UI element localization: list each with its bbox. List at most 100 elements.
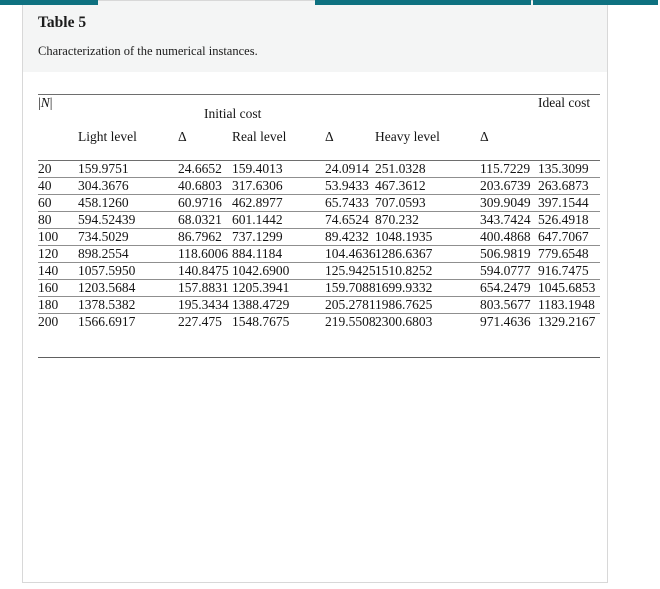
table-cell: 1286.6367 [375,246,433,261]
row-size-cell: 200 [38,314,59,329]
table-cell: 647.7067 [538,229,589,244]
row-size-cell: 40 [38,178,52,193]
table-cell: 118.6006 [178,246,229,261]
table-cell: 140.8475 [178,263,229,278]
table-cell: 397.1544 [538,195,589,210]
table-cell: 159.4013 [232,161,283,176]
table-row: 160 1203.5684 157.8831 1205.3941 159.7088 169… [38,280,600,297]
column-header-delta-1: Δ [178,129,187,144]
table-cell: 24.0914 [325,161,369,176]
table-cell: 343.7424 [480,212,531,227]
row-size-cell: 180 [38,297,59,312]
table-cell: 654.2479 [480,280,531,295]
table-cell: 1378.5382 [78,297,136,312]
table-cell: 60.9716 [178,195,222,210]
column-group-header-initial-cost: Initial cost [204,106,262,121]
table-row: 200 1566.6917 227.475 1548.7675 219.5508 2300… [38,314,600,358]
table-cell: 707.0593 [375,195,426,210]
header-spacer [78,95,178,123]
table-cell: 779.6548 [538,246,589,261]
table-cell: 594.52439 [78,212,136,227]
table-card-header: Table 5 Characterization of the numerica… [23,1,607,72]
table-cell: 125.9425 [325,263,376,278]
table-cell: 157.8831 [178,280,229,295]
table-cell: 24.6652 [178,161,222,176]
column-header-real-level: Real level [232,129,287,144]
table-cell: 65.7433 [325,195,369,210]
table-cell: 1548.7675 [232,314,290,329]
table-cell: 467.3612 [375,178,426,193]
table-cell: 526.4918 [538,212,589,227]
table-cell: 1205.3941 [232,280,290,295]
table-cell: 1057.5950 [78,263,136,278]
table-cell: 205.2781 [325,297,376,312]
table-cell: 74.6524 [325,212,369,227]
table-row: 180 1378.5382 195.3434 1388.4729 205.2781 198… [38,297,600,314]
header-spacer [375,95,480,123]
table-row: 40 304.3676 40.6803 317.6306 53.9433 467.3612… [38,178,600,195]
table-cell: 1203.5684 [78,280,136,295]
table-cell: 263.6873 [538,178,589,193]
table-cell: 737.1299 [232,229,283,244]
table-cell: 40.6803 [178,178,222,193]
table-cell: 601.1442 [232,212,283,227]
table-row: 80 594.52439 68.0321 601.1442 74.6524 870.232… [38,212,600,229]
table-cell: 227.475 [178,314,222,329]
table-cell: 1329.2167 [538,314,596,329]
table-cell: 195.3434 [178,297,229,312]
table-cell: 462.8977 [232,195,283,210]
table-cell: 1045.6853 [538,280,596,295]
table-cell: 803.5677 [480,297,531,312]
table-cell: 594.0777 [480,263,531,278]
table-cell: 1042.6900 [232,263,290,278]
accent-bar-segment-left [0,0,98,5]
row-size-cell: 100 [38,229,59,244]
header-spacer [325,95,375,123]
table-cell: 86.7962 [178,229,222,244]
row-size-cell: 160 [38,280,59,295]
header-spacer [480,95,538,123]
accent-bar-segment-middle [315,0,531,5]
table-cell: 916.7475 [538,263,589,278]
table-caption: Characterization of the numerical instan… [38,44,258,58]
table-cell: 309.9049 [480,195,531,210]
table-body: 20 159.9751 24.6652 159.4013 24.0914 251.0328… [38,161,600,358]
column-header-heavy-level: Heavy level [375,129,440,144]
table-row: 140 1057.5950 140.8475 1042.6900 125.9425 151… [38,263,600,280]
column-header-delta-3: Δ [480,129,489,144]
table-cell: 89.4232 [325,229,369,244]
table-cell: 734.5029 [78,229,129,244]
table-row: 20 159.9751 24.6652 159.4013 24.0914 251.0328… [38,161,600,178]
table-cell: 219.5508 [325,314,376,329]
table-cell: 870.232 [375,212,419,227]
table-cell: 1699.9332 [375,280,433,295]
table-cell: 1566.6917 [78,314,136,329]
table-cell: 203.6739 [480,178,531,193]
column-header-ideal-cost: Ideal cost [538,95,591,110]
accent-bar-segment-right [533,0,658,5]
column-header-delta-2: Δ [325,129,334,144]
table-cell: 1388.4729 [232,297,290,312]
column-header-n: |N| [38,95,53,110]
table-cell: 159.9751 [78,161,129,176]
table-cell: 506.9819 [480,246,531,261]
table-cell: 400.4868 [480,229,531,244]
table-cell: 1510.8252 [375,263,433,278]
table-cell: 1986.7625 [375,297,433,312]
table-cell: 1183.1948 [538,297,595,312]
table-cell: 971.4636 [480,314,531,329]
table-cell: 53.9433 [325,178,369,193]
row-size-cell: 140 [38,263,59,278]
table-cell: 304.3676 [78,178,129,193]
row-size-cell: 120 [38,246,59,261]
table-container: |N| Initial cost Ideal cost Light level … [23,72,607,358]
column-header-light-level: Light level [78,129,137,144]
table-header-row-groups: |N| Initial cost Ideal cost [38,95,600,123]
table-cell: 159.7088 [325,280,376,295]
table-card: Table 5 Characterization of the numerica… [22,0,608,583]
table-title: Table 5 [38,14,87,31]
table-row: 60 458.1260 60.9716 462.8977 65.7433 707.0593… [38,195,600,212]
table-row: 120 898.2554 118.6006 884.1184 104.4636 1286.… [38,246,600,263]
table-cell: 458.1260 [78,195,129,210]
table-cell: 884.1184 [232,246,283,261]
